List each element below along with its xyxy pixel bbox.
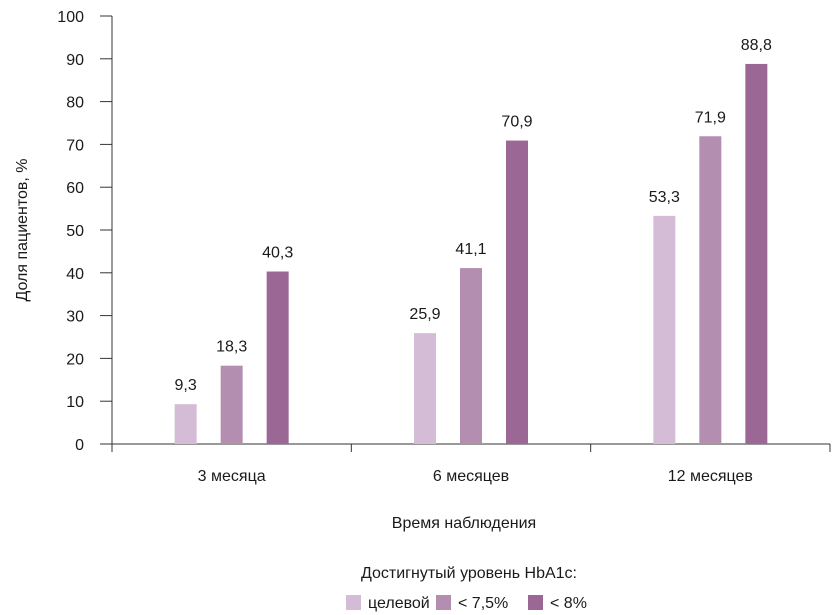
y-tick-label: 100	[57, 9, 84, 26]
legend-swatch	[346, 595, 361, 610]
legend-swatch	[436, 595, 451, 610]
data-label: 40,3	[262, 245, 293, 262]
data-label: 53,3	[649, 189, 680, 206]
data-label: 25,9	[409, 306, 440, 323]
data-label: 88,8	[741, 37, 772, 54]
data-label: 71,9	[695, 109, 726, 126]
bar	[174, 404, 197, 444]
y-tick-label: 40	[66, 266, 84, 283]
legend-entry: < 8%	[550, 595, 587, 612]
bar	[699, 136, 722, 444]
x-tick-label: 3 месяца	[198, 468, 266, 485]
y-tick-label: 80	[66, 95, 84, 112]
data-label: 9,3	[175, 377, 197, 394]
bar	[653, 215, 676, 444]
y-tick-label: 20	[66, 351, 84, 368]
data-label: 70,9	[501, 114, 532, 131]
y-axis-label: Доля пациентов, %	[14, 158, 31, 301]
y-tick-label: 50	[66, 223, 84, 240]
y-tick-label: 70	[66, 137, 84, 154]
y-tick-label: 10	[66, 394, 84, 411]
data-label: 41,1	[455, 241, 486, 258]
bar	[414, 333, 436, 444]
legend: целевой < 7,5% < 8%	[346, 595, 587, 612]
legend-swatch	[528, 595, 543, 610]
y-tick-label: 30	[66, 309, 84, 326]
legend-entry: целевой	[368, 595, 430, 612]
legend-title: Достигнутый уровень HbA1c:	[361, 565, 577, 582]
y-axis: 0 10 20 30 40 50 60 70 80 90 100	[57, 9, 113, 454]
x-axis-label: Время наблюдения	[392, 515, 536, 532]
x-tick-label: 6 месяцев	[433, 468, 509, 485]
legend-entry: < 7,5%	[458, 595, 508, 612]
bar	[220, 365, 243, 444]
bars: 9,3 25,9 53,3 18,3 41,1 71,9 40,3 70,9 88,8	[175, 37, 772, 444]
data-label: 18,3	[216, 339, 247, 356]
y-tick-label: 90	[66, 52, 84, 69]
bar	[266, 271, 289, 444]
x-axis: 3 месяца 6 месяцев 12 месяцев	[111, 443, 831, 485]
x-tick-label: 12 месяцев	[668, 468, 753, 485]
y-tick-label: 0	[75, 437, 84, 454]
y-tick-label: 60	[66, 180, 84, 197]
bar	[506, 140, 528, 444]
bar	[745, 63, 768, 444]
bar	[460, 268, 482, 444]
